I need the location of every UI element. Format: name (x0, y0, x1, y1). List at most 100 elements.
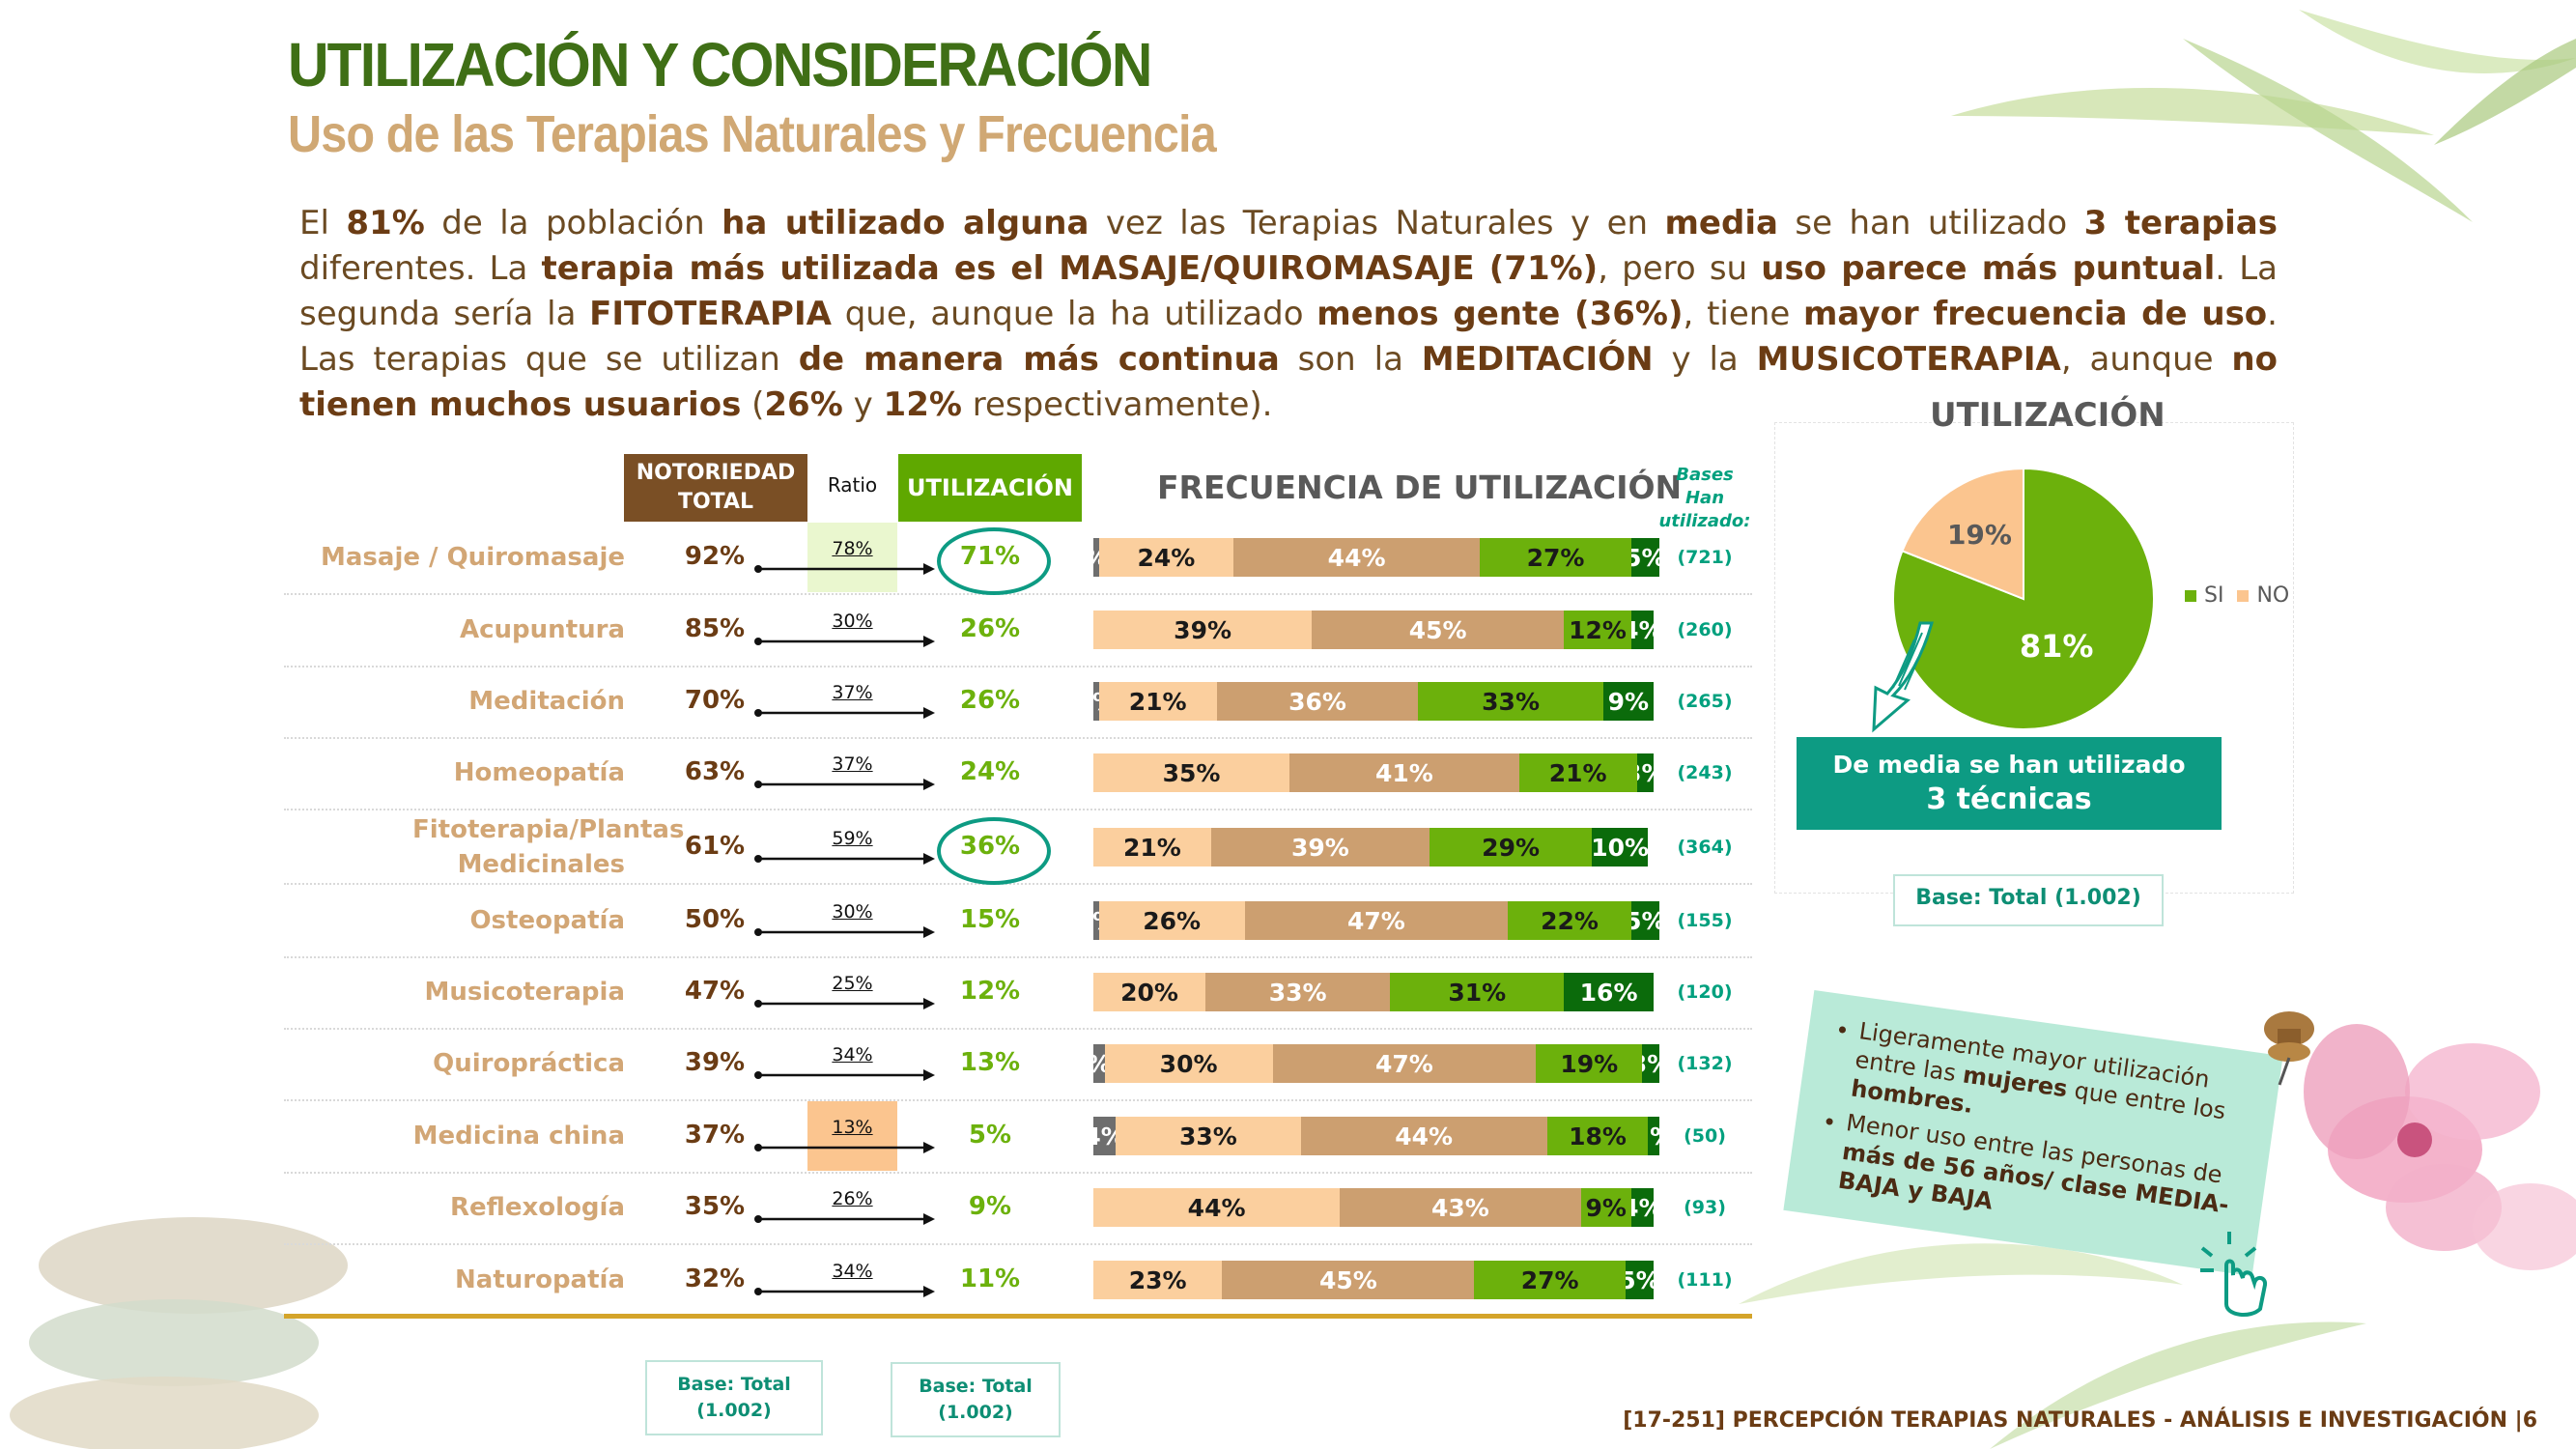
bar-segment: 1% (1093, 682, 1099, 721)
therapy-label: Homeopatía (453, 758, 625, 787)
pie-value-label: 19% (1947, 519, 2012, 551)
ratio-highlight (807, 1101, 897, 1171)
ratio-arrow (754, 1213, 935, 1225)
ratio-arrow (754, 926, 935, 938)
base-value: (93) (1684, 1197, 1726, 1218)
base-value: (50) (1684, 1125, 1726, 1147)
legend-swatch-no (2237, 589, 2250, 602)
bar-segment: 23% (1093, 1261, 1223, 1299)
utilizacion-value: 12% (959, 977, 1021, 1006)
ratio-value: 37% (832, 753, 873, 775)
base-value: (260) (1677, 619, 1733, 640)
ratio-arrow (754, 1069, 935, 1081)
page-subtitle: Uso de las Terapias Naturales y Frecuenc… (288, 105, 1217, 163)
row-divider (284, 1172, 1752, 1174)
utilizacion-value: 13% (959, 1048, 1021, 1077)
pie-slice-no (1901, 467, 2024, 601)
ratio-value: 25% (832, 973, 873, 994)
bar-segment: 44% (1233, 538, 1481, 577)
bar-segment: 9% (1580, 1188, 1631, 1227)
base-box-line: (1.002) (696, 1400, 772, 1421)
arrow-icon (1872, 621, 1934, 733)
orchid-decoration (2304, 1024, 2576, 1270)
bar-segment: 4% (1630, 611, 1654, 649)
pie-value-label: 81% (2020, 628, 2094, 665)
notoriedad-value: 70% (684, 686, 746, 715)
ratio-highlight (807, 523, 897, 592)
notoriedad-value: 39% (684, 1048, 746, 1077)
bar-segment: 31% (1390, 973, 1565, 1011)
click-hand-icon (2200, 1232, 2268, 1317)
therapy-label: Reflexología (449, 1193, 625, 1222)
notoriedad-value: 32% (684, 1264, 746, 1293)
base-value: (120) (1677, 981, 1733, 1003)
bar-segment: 33% (1205, 973, 1391, 1011)
base-value: (155) (1677, 910, 1733, 931)
bar-segment: 47% (1244, 901, 1509, 940)
base-box-pie: Base: Total (1.002) (1893, 874, 2164, 926)
notoriedad-value: 61% (684, 832, 746, 861)
therapy-label: Fitoterapia/Plantas Medicinales (412, 815, 685, 879)
bar-segment: 39% (1210, 828, 1430, 867)
utilizacion-value: 24% (959, 757, 1021, 786)
bar-segment: % (1093, 538, 1099, 577)
base-value: (243) (1677, 762, 1733, 783)
bar-segment: 24% (1098, 538, 1233, 577)
highlight-circle (937, 817, 1051, 885)
bar-segment: 44% (1300, 1117, 1547, 1155)
bar-segment: 33% (1418, 682, 1603, 721)
bar-segment: 5% (1630, 538, 1659, 577)
bar-segment: 19% (1536, 1044, 1643, 1083)
bar-segment: 45% (1312, 611, 1565, 649)
utilizacion-header: UTILIZACIÓN (898, 454, 1082, 522)
ratio-arrow (754, 707, 935, 719)
ratio-value: 26% (832, 1188, 873, 1209)
row-divider (284, 883, 1752, 885)
therapy-label: Masaje / Quiromasaje (321, 543, 625, 572)
row-divider (284, 737, 1752, 739)
notoriedad-value: 37% (684, 1121, 746, 1150)
ratio-arrow (754, 563, 935, 575)
media-box: De media se han utilizado 3 técnicas (1797, 737, 2222, 830)
notoriedad-value: 63% (684, 757, 746, 786)
ratio-value: 13% (832, 1117, 873, 1138)
base-box-line: Base: Total (919, 1376, 1033, 1397)
ratio-value: 30% (832, 901, 873, 923)
notoriedad-value: 50% (684, 905, 746, 934)
utilizacion-value: 26% (959, 686, 1021, 715)
ratio-arrow (754, 853, 935, 865)
ratio-header: Ratio (827, 473, 878, 497)
bar-segment: 27% (1474, 1261, 1626, 1299)
base-value: (265) (1677, 691, 1733, 712)
bar-segment: 44% (1093, 1188, 1341, 1227)
pie-chart: 81% 19% (1892, 467, 2155, 730)
notoriedad-value: 92% (684, 542, 746, 571)
bases-header-line2: Han utilizado: (1658, 488, 1751, 531)
bamboo-leaves-decoration (1951, 10, 2576, 222)
notoriedad-value: 47% (684, 977, 746, 1006)
media-box-line2: 3 técnicas (1926, 782, 2092, 816)
bar-segment: 2% (1648, 1117, 1659, 1155)
note-list: Ligeramente mayor utilización entre las … (1809, 1012, 2257, 1250)
bar-segment: % (1093, 1044, 1105, 1083)
bases-header: Bases Han utilizado: (1637, 464, 1772, 533)
table-bottom-rule (284, 1314, 1752, 1319)
ratio-value: 34% (832, 1044, 873, 1065)
bar-segment: 4% (1630, 1188, 1654, 1227)
utilizacion-value: 9% (968, 1192, 1012, 1221)
legend-swatch-si (2185, 589, 2196, 602)
therapy-label: Medicina china (412, 1122, 625, 1151)
therapy-label: Musicoterapia (424, 978, 625, 1007)
bamboo-leaves-decoration (1739, 1243, 2366, 1449)
bar-segment: 9% (1602, 682, 1654, 721)
bar-segment: 43% (1340, 1188, 1581, 1227)
base-value: (111) (1677, 1269, 1733, 1291)
bar-segment: 12% (1564, 611, 1631, 649)
footer: [17-251] PERCEPCIÓN TERAPIAS NATURALES -… (1623, 1408, 2537, 1433)
row-divider (284, 956, 1752, 958)
bar-segment: 18% (1546, 1117, 1649, 1155)
notoriedad-value: 35% (684, 1192, 746, 1221)
media-box-line1: De media se han utilizado (1832, 751, 2186, 779)
ratio-arrow (754, 779, 935, 790)
pie-legend: SI NO (2185, 583, 2289, 608)
